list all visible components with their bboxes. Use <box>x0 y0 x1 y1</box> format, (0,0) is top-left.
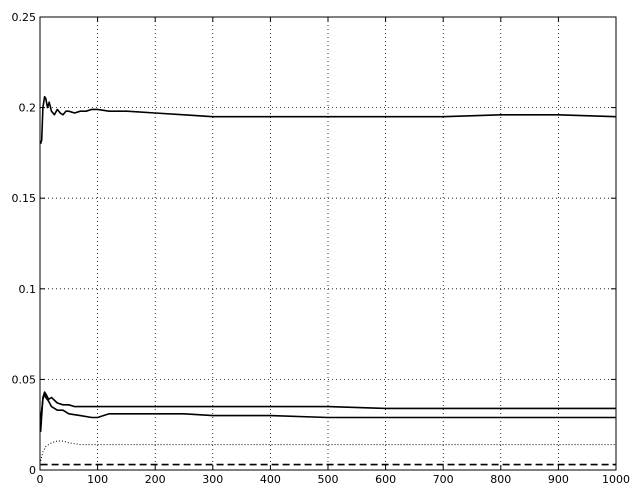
x-tick-label: 500 <box>318 473 339 486</box>
series-line-3 <box>39 393 616 420</box>
series-line-1 <box>39 95 617 145</box>
x-tick-label: 1000 <box>602 473 630 486</box>
y-tick-label: 0.05 <box>12 373 37 386</box>
y-tick-label: 0 <box>29 464 36 477</box>
x-tick-label: 0 <box>37 473 44 486</box>
x-tick-label: 100 <box>87 473 108 486</box>
x-tick-label: 300 <box>202 473 223 486</box>
y-tick-label: 0.1 <box>19 283 37 296</box>
x-tick-label: 800 <box>490 473 511 486</box>
y-tick-label: 0.2 <box>19 102 37 115</box>
series-line-2 <box>39 391 616 432</box>
series-line-4 <box>40 440 616 462</box>
x-tick-label: 900 <box>548 473 569 486</box>
x-tick-label: 400 <box>260 473 281 486</box>
grid <box>40 17 616 470</box>
series-group <box>39 95 617 466</box>
x-tick-label: 700 <box>433 473 454 486</box>
x-tick-label: 200 <box>145 473 166 486</box>
y-tick-label: 0.25 <box>12 11 37 24</box>
y-tick-label: 0.15 <box>12 192 37 205</box>
x-tick-label: 600 <box>375 473 396 486</box>
axis-ticks: 0 100 200 300 400 500 600 700 800 900 1000 0 0.05 0.1… <box>12 11 631 486</box>
